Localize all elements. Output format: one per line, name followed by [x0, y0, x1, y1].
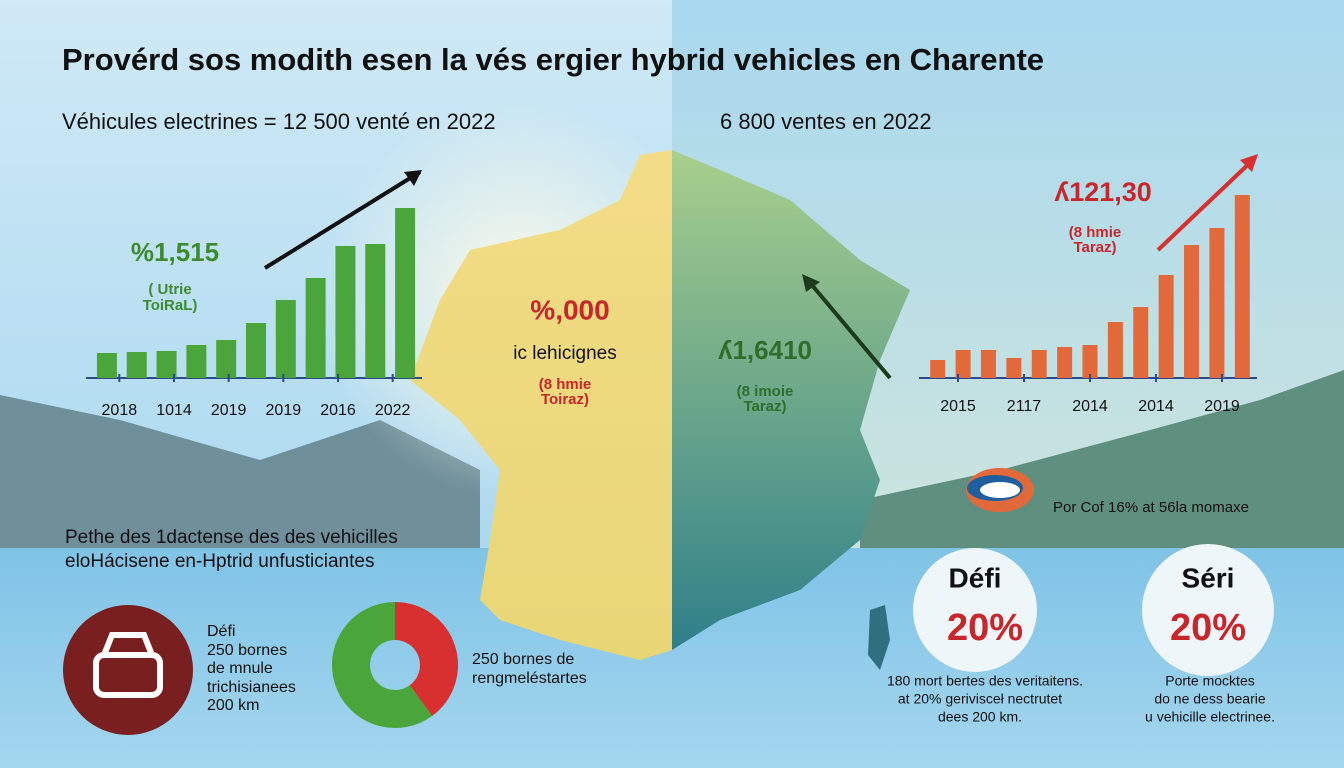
car-icon-bg [63, 605, 193, 735]
logo [966, 468, 1034, 512]
bar [365, 244, 386, 378]
pie-slice [393, 602, 458, 716]
map-right [672, 150, 910, 650]
bar [930, 360, 946, 378]
bar [1031, 350, 1047, 378]
bar [96, 353, 117, 378]
stat-note: (8 hmie [539, 376, 592, 393]
car-text: de mnule [207, 660, 273, 677]
stat-label: %,000 [530, 294, 609, 325]
bar [1158, 275, 1174, 378]
map-left [410, 150, 672, 660]
arrow-head [404, 170, 422, 186]
bar [1209, 228, 1225, 378]
x-tick-label: 2014 [1072, 398, 1108, 415]
circle-card [913, 548, 1037, 672]
car-text: Défi [207, 623, 235, 640]
arrow-head [1240, 154, 1258, 172]
car-text: trichisianees [207, 679, 296, 696]
pie-text: rengmeléstartes [472, 670, 587, 687]
x-tick-label: 2019 [211, 402, 247, 419]
x-tick-label: 2117 [1007, 398, 1042, 415]
section-heading: eloHácisene en-Hptrid unfusticiantes [65, 551, 374, 572]
car-text: 200 km [207, 697, 259, 714]
bar [156, 351, 177, 378]
circle-card [1142, 544, 1274, 676]
bar [1234, 195, 1250, 378]
bar [275, 300, 296, 378]
bar [1107, 322, 1123, 378]
x-tick-label: 2019 [266, 402, 302, 419]
logo-text: Por Cof 16% at 56la momaxe [1053, 499, 1249, 516]
bar [955, 350, 971, 378]
bar [246, 323, 266, 378]
subtitle: 6 800 ventes en 2022 [720, 109, 932, 134]
circle-title: Défi [949, 562, 1002, 593]
stat-note: Toiraz) [541, 391, 589, 408]
chart-note: (8 hmie [1069, 224, 1122, 241]
mountains-right [860, 370, 1344, 560]
circle-title: Séri [1182, 562, 1235, 593]
bar [335, 246, 356, 378]
bar [186, 345, 207, 378]
arrow [1156, 156, 1257, 252]
circle-value: 20% [1170, 607, 1246, 649]
bar [395, 208, 416, 378]
pie-text: 250 bornes de [472, 651, 574, 668]
circle-caption: 180 mort bertes des veritaitens. [887, 673, 1083, 689]
bar [305, 278, 326, 378]
x-tick-label: 2014 [1138, 398, 1174, 415]
stat-note: (8 imoie [737, 383, 794, 400]
arrow-head [802, 274, 820, 292]
circle-caption: Porte mocktes [1165, 673, 1254, 689]
chart-note: Taraz) [1073, 239, 1116, 256]
circle-caption: at 20% gerivisceł nectrutet [898, 691, 1062, 707]
car-text: 250 bornes [207, 642, 287, 659]
chart-label: ʎ121,30 [1054, 177, 1152, 207]
mountains-left [0, 395, 480, 560]
x-tick-label: 2019 [1204, 398, 1240, 415]
subtitle: Véhicules electrines = 12 500 venté en 2… [62, 109, 496, 134]
bar [1133, 307, 1149, 378]
circle-caption: u vehicille electrinee. [1145, 709, 1275, 725]
x-tick-label: 2022 [375, 402, 411, 419]
island [868, 605, 890, 670]
bar [216, 340, 237, 378]
chart-note: ( Utrie [148, 281, 191, 298]
chart-note: ToiRaL) [143, 297, 198, 314]
bar [1184, 245, 1200, 378]
x-tick-label: 2018 [102, 402, 138, 419]
stat-label: ʎ1,6410 [718, 335, 812, 365]
circle-caption: dees 200 km. [938, 709, 1022, 725]
stat-text: ic lehicignes [513, 343, 617, 364]
arrow [804, 276, 892, 380]
section-heading: Pethe des 1dactense des des vehicilles [65, 527, 398, 548]
pie-slice [332, 602, 433, 728]
arrow [263, 170, 422, 270]
chart-label: %1,515 [131, 237, 219, 267]
x-tick-label: 2016 [320, 402, 356, 419]
stat-note: Taraz) [743, 398, 786, 415]
bar [980, 350, 996, 378]
circle-value: 20% [947, 607, 1023, 649]
bar [1006, 358, 1022, 378]
bar [126, 352, 147, 378]
car-icon [93, 632, 163, 698]
x-tick-label: 2015 [940, 398, 976, 415]
circle-caption: do ne dess bearie [1154, 691, 1266, 707]
title: Provérd sos modith esen la vés ergier hy… [62, 42, 1044, 77]
bar [1057, 347, 1073, 378]
x-tick-label: 1014 [156, 402, 192, 419]
bar [1082, 345, 1098, 378]
